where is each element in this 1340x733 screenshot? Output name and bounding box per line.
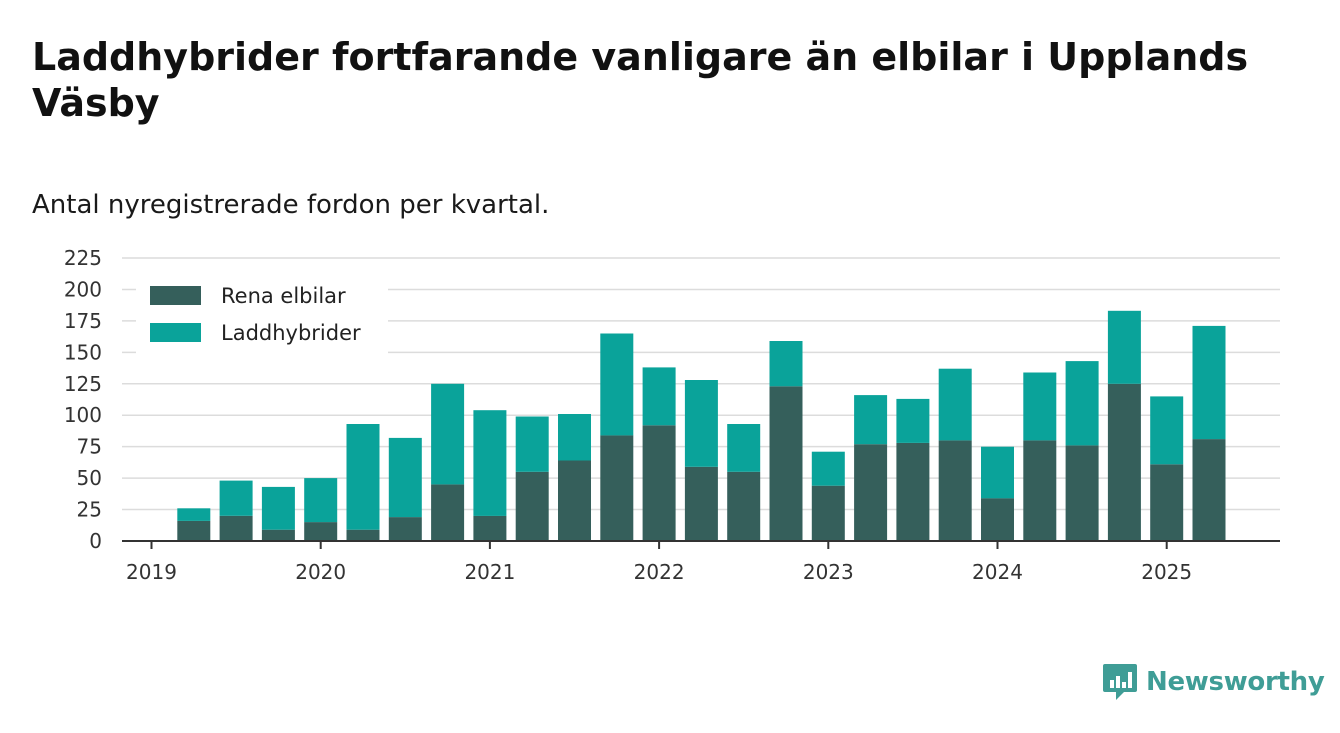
legend-label-rena-elbilar: Rena elbilar <box>221 284 346 308</box>
logo-wordmark: Newsworthy <box>1146 667 1325 697</box>
bar-rena-elbilar <box>600 435 634 541</box>
y-tick-label: 225 <box>64 246 102 270</box>
y-tick-label: 25 <box>77 498 102 522</box>
x-tick-label: 2024 <box>972 560 1023 584</box>
x-tick-label: 2021 <box>464 560 515 584</box>
bar-laddhybrider <box>684 380 718 467</box>
bar-laddhybrider <box>388 437 422 518</box>
x-tick-label: 2020 <box>295 560 346 584</box>
bar-rena-elbilar <box>769 386 803 541</box>
bar-rena-elbilar <box>1192 439 1226 541</box>
bar-rena-elbilar <box>854 444 888 541</box>
bar-laddhybrider <box>642 367 676 426</box>
bar-laddhybrider <box>515 416 549 472</box>
bar-laddhybrider <box>1107 310 1141 384</box>
chart-subtitle: Antal nyregistrerade fordon per kvartal. <box>32 190 550 220</box>
bar-laddhybrider <box>473 410 507 516</box>
bar-rena-elbilar <box>346 529 380 541</box>
bar-rena-elbilar <box>558 460 591 541</box>
bar-laddhybrider <box>1150 396 1184 465</box>
bar-laddhybrider <box>1065 361 1099 446</box>
y-tick-label: 150 <box>64 340 102 364</box>
bar-laddhybrider <box>261 486 295 530</box>
bar-laddhybrider <box>177 508 211 521</box>
bar-laddhybrider <box>727 424 761 472</box>
y-tick-label: 200 <box>64 277 102 301</box>
legend-swatch-laddhybrider <box>150 323 201 342</box>
bar-laddhybrider <box>854 395 888 445</box>
bar-rena-elbilar <box>1107 383 1141 541</box>
bar-rena-elbilar <box>1023 440 1057 541</box>
bar-rena-elbilar <box>811 485 845 541</box>
bar-rena-elbilar <box>388 517 422 541</box>
y-tick-label: 100 <box>64 403 102 427</box>
stacked-bar-chart: 0 25 50 75 100 125 150 175 200 225 2019 2020 2021 202… <box>64 246 1280 584</box>
bar-laddhybrider <box>1192 325 1226 440</box>
bar-laddhybrider <box>346 424 380 530</box>
bar-rena-elbilar <box>473 515 507 541</box>
bar-rena-elbilar <box>642 425 676 541</box>
bar-laddhybrider <box>304 478 338 523</box>
legend-label-laddhybrider: Laddhybrider <box>221 321 361 345</box>
bar-laddhybrider <box>558 414 591 461</box>
y-tick-label: 125 <box>64 372 102 396</box>
bar-rena-elbilar <box>1150 464 1184 541</box>
bar-laddhybrider <box>938 368 972 441</box>
bar-rena-elbilar <box>177 520 211 541</box>
bar-rena-elbilar <box>219 515 253 541</box>
bar-laddhybrider <box>811 451 845 486</box>
bar-laddhybrider <box>981 446 1014 499</box>
legend-swatch-rena-elbilar <box>150 286 201 305</box>
chart-title: Laddhybrider fortfarande vanligare än el… <box>32 35 1249 125</box>
bar-rena-elbilar <box>261 529 295 541</box>
y-tick-label: 75 <box>77 435 102 459</box>
bar-laddhybrider <box>431 383 465 485</box>
bar-rena-elbilar <box>684 466 718 541</box>
bar-laddhybrider <box>1023 372 1057 441</box>
bar-rena-elbilar <box>431 484 465 541</box>
bar-laddhybrider <box>219 480 253 516</box>
bar-rena-elbilar <box>896 442 930 541</box>
x-tick-label: 2019 <box>126 560 177 584</box>
newsworthy-logo: Newsworthy <box>1102 662 1325 702</box>
y-tick-label: 50 <box>77 466 102 490</box>
y-tick-label: 175 <box>64 309 102 333</box>
bar-rena-elbilar <box>938 440 972 541</box>
bar-laddhybrider <box>769 341 803 387</box>
bar-laddhybrider <box>600 333 634 436</box>
bar-laddhybrider <box>896 398 930 443</box>
bar-rena-elbilar <box>727 471 761 541</box>
newsworthy-logo-icon <box>1103 664 1137 700</box>
y-tick-label: 0 <box>89 529 102 553</box>
bar-rena-elbilar <box>981 498 1014 541</box>
x-tick-label: 2022 <box>634 560 685 584</box>
bar-rena-elbilar <box>304 522 338 541</box>
x-tick-label: 2025 <box>1141 560 1192 584</box>
bar-rena-elbilar <box>515 471 549 541</box>
x-tick-label: 2023 <box>803 560 854 584</box>
bar-rena-elbilar <box>1065 445 1099 541</box>
